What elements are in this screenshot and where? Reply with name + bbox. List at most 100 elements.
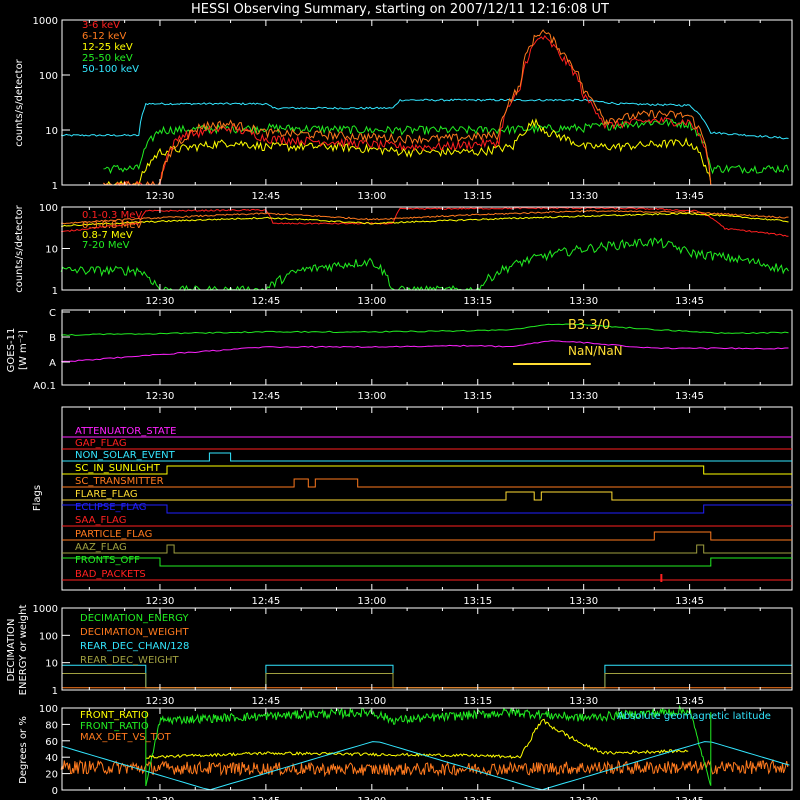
lowE-xtick-label: 13:30	[569, 191, 598, 202]
lowE-xtick-label: 13:15	[463, 191, 492, 202]
goes-ytick-label: C	[49, 308, 56, 319]
flags-xtick-label: 13:45	[675, 596, 704, 607]
ratio-legend-0: FRONT_RATIO	[80, 710, 149, 721]
goes-annotation-bottom: NaN/NaN	[568, 344, 623, 358]
ratio-xtick-label: 13:00	[357, 796, 386, 800]
goes-annotation-top: B3.3/0	[568, 318, 610, 333]
goes-ylabel-1: GOES-11	[6, 328, 17, 373]
flags-line-4	[62, 478, 792, 488]
lowE-legend-2: 12-25 keV	[82, 42, 133, 53]
ratio-xtick-label: 13:45	[675, 796, 704, 800]
goes-xtick-label: 13:00	[357, 391, 386, 402]
ratio-ytick-label: 100	[39, 704, 58, 715]
ratio-frame	[61, 707, 793, 791]
highE-series-2	[61, 212, 789, 227]
flags-line-9	[62, 544, 792, 554]
flags-label-1: GAP_FLAG	[75, 438, 127, 449]
highE-xtick-label: 13:15	[463, 296, 492, 307]
decim-xtick-label: 13:00	[357, 696, 386, 707]
ratio-series-latitude	[61, 741, 790, 791]
highE-xtick-label: 12:45	[251, 296, 280, 307]
highE-series-0	[61, 206, 789, 237]
goes-ylabel-2: [W m⁻²]	[18, 330, 29, 370]
decim-legend-1: DECIMATION_WEIGHT	[80, 627, 189, 638]
highE-xtick-label: 13:00	[357, 296, 386, 307]
ratio-ytick-label: 20	[45, 770, 58, 781]
ratio-xtick-label: 13:30	[569, 796, 598, 800]
lowE-series-1	[103, 29, 712, 187]
flags-xtick-label: 13:15	[463, 596, 492, 607]
ratio-ytick-label: 60	[45, 737, 58, 748]
flags-xtick-label: 12:30	[146, 596, 175, 607]
lowE-xtick-label: 13:45	[675, 191, 704, 202]
ratio-series-maxdet	[60, 758, 789, 778]
lowE-legend-0: 3-6 keV	[82, 20, 120, 31]
ratio-ytick-label: 80	[45, 720, 58, 731]
goes-xtick-label: 13:30	[569, 391, 598, 402]
lowE-series-4	[60, 98, 789, 140]
flags-line-6	[62, 504, 792, 514]
flags-line-8	[62, 531, 792, 541]
lowE-series-2	[103, 118, 712, 187]
goes-frame	[61, 309, 793, 386]
lowE-xtick-label: 12:45	[251, 191, 280, 202]
flags-xtick-label: 13:00	[357, 596, 386, 607]
decim-series-rear-weight	[62, 673, 792, 689]
highE-ylabel: counts/s/detector	[14, 204, 25, 292]
decim-ylabel-1: DECIMATION	[6, 618, 17, 681]
ratio-legend-1: FRONT_RATIO	[80, 721, 149, 732]
flags-label-10: FRONTS_OFF	[75, 555, 140, 566]
flags-label-6: ECLIPSE_FLAG	[75, 502, 146, 513]
ratio-xtick-label: 12:30	[146, 796, 175, 800]
ratio-xtick-label: 12:45	[251, 796, 280, 800]
flags-line-5	[62, 491, 792, 501]
highE-legend-2: 0.8-7 MeV	[82, 230, 133, 241]
goes-ytick-label: B	[49, 333, 56, 344]
highE-ytick-label: 100	[39, 203, 58, 214]
lowE-legend-1: 6-12 keV	[82, 31, 126, 42]
decim-ytick-label: 1	[52, 686, 58, 697]
highE-legend-3: 7-20 MeV	[82, 240, 130, 251]
flags-label-0: ATTENUATOR_STATE	[75, 426, 176, 437]
lowE-ytick-label: 100	[39, 71, 58, 82]
flags-line-10	[62, 557, 792, 567]
ratio-annotation: Absolute geomagnetic latitude	[617, 711, 771, 722]
decim-xtick-label: 13:15	[463, 696, 492, 707]
flags-xtick-label: 12:45	[251, 596, 280, 607]
decim-ytick-label: 10	[45, 659, 58, 670]
flags-line-2	[62, 452, 792, 462]
flags-frame	[61, 406, 793, 591]
decim-ytick-label: 1000	[33, 604, 58, 615]
highE-legend-0: 0.1-0.3 MeV	[82, 210, 142, 221]
decim-xtick-label: 12:45	[251, 696, 280, 707]
flags-label-9: AAZ_FLAG	[75, 542, 127, 553]
goes-ytick-label: A	[49, 358, 56, 369]
decim-legend-3: REAR_DEC_WEIGHT	[80, 655, 179, 666]
decim-xtick-label: 12:30	[146, 696, 175, 707]
goes-series-1	[61, 340, 789, 363]
decim-frame	[61, 607, 793, 691]
flags-label-3: SC_IN_SUNLIGHT	[75, 463, 161, 474]
decim-legend-2: REAR_DEC_CHAN/128	[80, 641, 189, 652]
decim-xtick-label: 13:45	[675, 696, 704, 707]
highE-xtick-label: 13:30	[569, 296, 598, 307]
lowE-legend-3: 25-50 keV	[82, 53, 133, 64]
goes-series-0	[61, 323, 789, 336]
lowE-series-0	[103, 34, 712, 186]
goes-xtick-label: 12:45	[251, 391, 280, 402]
panels: 12:30 12:45 13:00 13:15 13:30 13:451000100101…	[6, 16, 793, 800]
lowE-ytick-label: 1	[52, 181, 58, 192]
ratio-xtick-label: 13:15	[463, 796, 492, 800]
flags-label-11: BAD_PACKETS	[75, 569, 146, 580]
ratio-ytick-label: 0	[52, 786, 58, 797]
ratio-legend-2: MAX_DET_VS_TOT	[80, 732, 172, 743]
flags-label-5: FLARE_FLAG	[75, 489, 138, 500]
highE-ytick-label: 10	[45, 245, 58, 256]
decim-legend-0: DECIMATION_ENERGY	[80, 613, 189, 624]
flags-label-4: SC_TRANSMITTER	[75, 476, 164, 487]
decim-ylabel-2: ENERGY or weight	[18, 605, 29, 696]
flags-label-2: NON_SOLAR_EVENT	[75, 450, 176, 461]
goes-xtick-label: 12:30	[146, 391, 175, 402]
highE-ytick-label: 1	[52, 286, 58, 297]
